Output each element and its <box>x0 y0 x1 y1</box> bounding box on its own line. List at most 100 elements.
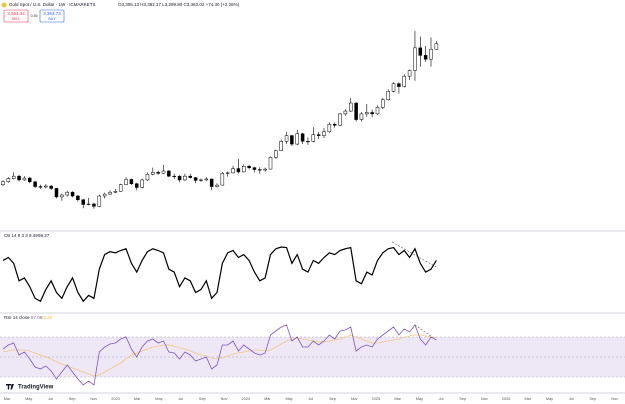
candle-body <box>413 47 417 71</box>
candle-body <box>370 112 374 115</box>
candle-body <box>300 133 305 142</box>
candle-body <box>49 185 53 189</box>
candle-body <box>231 168 235 174</box>
time-label: Nov <box>481 397 488 401</box>
candle-body <box>156 172 160 174</box>
time-label: 2025 <box>372 397 380 401</box>
candle-body <box>316 134 321 136</box>
candle-body <box>242 166 246 173</box>
candle-body <box>140 179 144 188</box>
candle-body <box>161 170 166 174</box>
time-label: Jul <box>178 397 183 401</box>
candle-body <box>102 193 107 197</box>
candle-body <box>193 177 198 181</box>
candle-body <box>434 43 439 50</box>
time-label: Mar <box>394 397 401 401</box>
candle-body <box>423 55 428 60</box>
candle-body <box>252 167 257 170</box>
time-label: May <box>286 397 293 401</box>
candle-body <box>247 166 251 168</box>
candle-body <box>38 186 43 188</box>
candle-body <box>349 102 353 112</box>
candle-body <box>60 194 64 198</box>
sell-price: 3,363.34 <box>7 11 25 16</box>
time-label: Jul <box>439 397 444 401</box>
time-label: Sep <box>329 397 336 401</box>
candle-body <box>151 172 155 175</box>
candle-body <box>386 91 390 100</box>
candle-body <box>295 133 299 145</box>
candle-body <box>343 110 348 115</box>
candle-body <box>391 83 396 92</box>
candle-body <box>145 174 150 181</box>
time-label: Nov <box>90 397 97 401</box>
candle-body <box>225 172 230 174</box>
logo <box>6 384 14 390</box>
trend-line <box>391 241 439 269</box>
candle-body <box>118 184 123 192</box>
candle-body <box>188 175 192 178</box>
buy-button[interactable] <box>39 9 65 23</box>
candle-body <box>284 135 289 142</box>
time-label: Jul <box>48 397 53 401</box>
sell-button[interactable] <box>3 9 29 23</box>
time-label: Jul <box>308 397 313 401</box>
candle-body <box>268 157 273 170</box>
candle-body <box>199 179 203 181</box>
time-label: Mar <box>525 397 532 401</box>
candle-body <box>322 131 326 136</box>
candle-body <box>33 181 37 187</box>
time-label: Jul <box>569 397 574 401</box>
candle-body <box>311 134 316 142</box>
time-label: May <box>416 397 423 401</box>
candle-body <box>11 175 16 179</box>
candle-body <box>65 191 69 196</box>
candle-body <box>354 102 358 120</box>
candle-body <box>1 181 5 185</box>
candle-body <box>92 203 96 207</box>
candle-body <box>258 169 262 171</box>
cb-readout: 9.49 <box>29 233 38 238</box>
time-label: Nov <box>351 397 358 401</box>
rsi-line <box>2 324 437 386</box>
candle-body <box>97 195 102 207</box>
cb-line <box>2 246 437 303</box>
candle-body <box>402 75 406 87</box>
time-label: May <box>546 397 553 401</box>
candle-body <box>108 191 112 195</box>
candle-body <box>204 178 209 181</box>
time-label: Mar <box>264 397 271 401</box>
candle-body <box>54 188 59 198</box>
rsi-ma-line <box>2 334 437 377</box>
symbol: Gold Spot / U.S. Dollar · 1W · ICMARKETS <box>9 2 96 7</box>
candle-body <box>209 178 214 187</box>
candle-body <box>135 183 139 188</box>
candle-body <box>279 141 283 151</box>
candle-body <box>290 135 294 145</box>
time-label: Sep <box>590 397 597 401</box>
candle-body <box>274 150 278 158</box>
candle-body <box>129 179 134 184</box>
time-label: Mar <box>4 397 11 401</box>
candle-body <box>306 141 310 143</box>
time-label: Nov <box>221 397 228 401</box>
candle-body <box>381 99 385 108</box>
candle-body <box>263 168 267 171</box>
candle-body <box>124 179 128 185</box>
candle-body <box>113 191 118 193</box>
time-label: Nov <box>611 397 618 401</box>
rsi-readout: 67.09 <box>31 315 43 320</box>
branding: TradingView <box>18 385 54 391</box>
candle-body <box>177 175 182 181</box>
candle-body <box>359 113 364 120</box>
candle-body <box>407 70 412 77</box>
candle-body <box>375 107 380 115</box>
candle-body <box>332 124 337 126</box>
candle-body <box>76 195 80 201</box>
sell-label: SELL <box>12 17 21 21</box>
candle-body <box>6 178 11 183</box>
candle-body <box>172 175 176 178</box>
time-label: Sep <box>199 397 206 401</box>
